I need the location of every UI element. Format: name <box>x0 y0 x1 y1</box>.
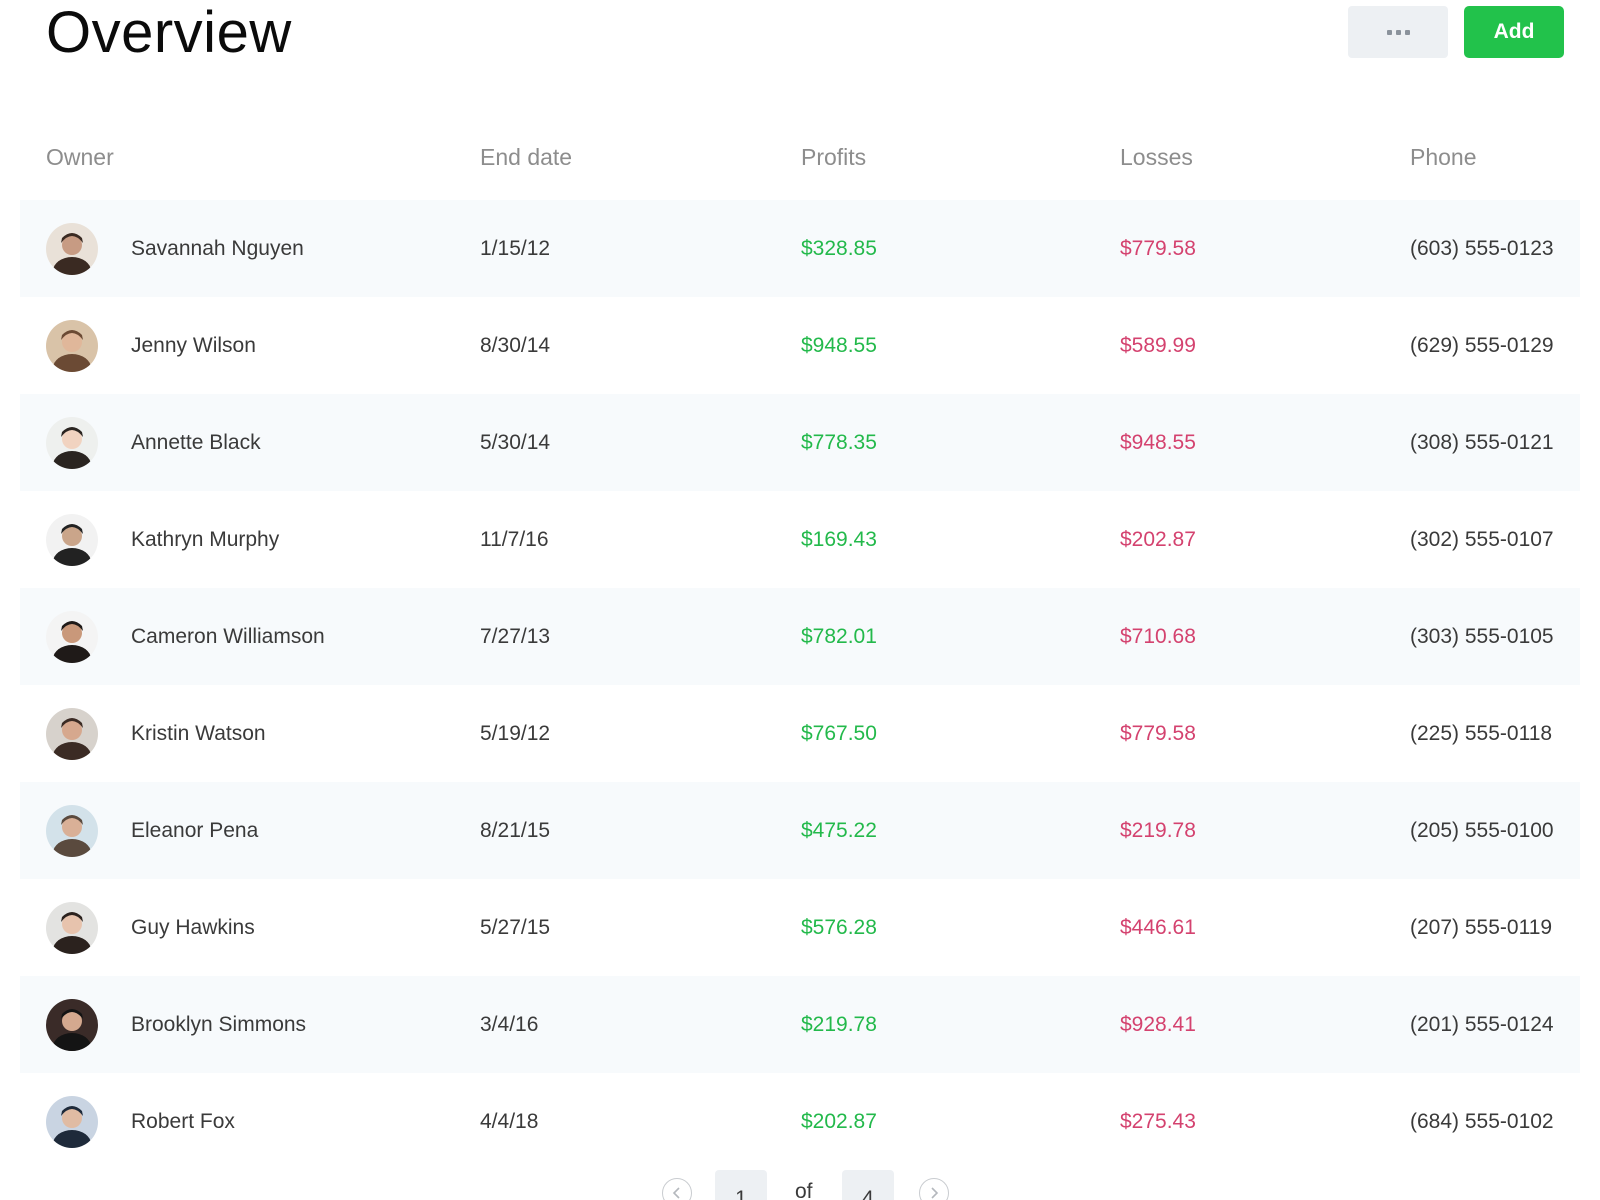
avatar <box>46 222 98 275</box>
owner-name: Eleanor Pena <box>131 818 259 842</box>
profits-value: $778.35 <box>801 430 877 454</box>
table-row[interactable]: Jenny Wilson 8/30/14 $948.55 $589.99 (629) 5… <box>20 297 1580 394</box>
column-header-profits[interactable]: Profits <box>801 144 867 170</box>
avatar <box>46 901 98 954</box>
profits-value: $202.87 <box>801 1109 877 1133</box>
column-header-phone[interactable]: Phone <box>1410 144 1477 170</box>
owners-table: Owner End date Profits Losses Phone Sava… <box>20 130 1580 1170</box>
more-options-button[interactable] <box>1348 6 1448 58</box>
owner-name: Robert Fox <box>131 1109 235 1133</box>
phone-number: (201) 555-0124 <box>1410 1012 1554 1036</box>
owner-name: Cameron Williamson <box>131 624 325 648</box>
phone-number: (629) 555-0129 <box>1410 333 1554 357</box>
column-header-losses[interactable]: Losses <box>1120 144 1193 170</box>
phone-number: (603) 555-0123 <box>1410 236 1554 260</box>
table-row[interactable]: Savannah Nguyen 1/15/12 $328.85 $779.58 (603… <box>20 200 1580 297</box>
end-date: 3/4/16 <box>480 1012 539 1036</box>
profits-value: $576.28 <box>801 915 877 939</box>
owner-name: Kathryn Murphy <box>131 527 280 551</box>
page-of-label: of <box>795 1180 813 1200</box>
ellipsis-icon <box>1386 29 1392 35</box>
owner-name: Annette Black <box>131 430 261 454</box>
phone-number: (205) 555-0100 <box>1410 818 1554 842</box>
table-body: Savannah Nguyen 1/15/12 $328.85 $779.58 (603… <box>20 200 1580 1170</box>
phone-number: (303) 555-0105 <box>1410 624 1554 648</box>
losses-value: $589.99 <box>1120 333 1196 357</box>
ellipsis-icon <box>1404 29 1410 35</box>
losses-value: $219.78 <box>1120 818 1196 842</box>
table-row[interactable]: Annette Black 5/30/14 $778.35 $948.55 (308) … <box>20 394 1580 491</box>
profits-value: $948.55 <box>801 333 877 357</box>
profits-value: $782.01 <box>801 624 877 648</box>
losses-value: $710.68 <box>1120 624 1196 648</box>
ellipsis-icon <box>1395 29 1401 35</box>
total-pages: 4 <box>842 1170 894 1200</box>
owner-name: Kristin Watson <box>131 721 266 745</box>
end-date: 5/27/15 <box>480 915 551 939</box>
owner-name: Jenny Wilson <box>131 333 256 357</box>
losses-value: $275.43 <box>1120 1109 1196 1133</box>
losses-value: $928.41 <box>1120 1012 1196 1036</box>
current-page-input[interactable]: 1 <box>715 1170 767 1200</box>
owner-name: Savannah Nguyen <box>131 236 304 260</box>
avatar <box>46 319 98 372</box>
profits-value: $169.43 <box>801 527 877 551</box>
phone-number: (207) 555-0119 <box>1410 915 1553 939</box>
chevron-right-icon <box>931 1187 939 1199</box>
losses-value: $202.87 <box>1120 527 1196 551</box>
next-page-button[interactable] <box>919 1178 949 1200</box>
avatar <box>46 416 98 469</box>
end-date: 8/30/14 <box>480 333 551 357</box>
end-date: 4/4/18 <box>480 1109 539 1133</box>
losses-value: $779.58 <box>1120 236 1196 260</box>
chevron-left-icon <box>672 1187 680 1199</box>
profits-value: $328.85 <box>801 236 877 260</box>
table-header: Owner End date Profits Losses Phone <box>20 130 1580 200</box>
profits-value: $475.22 <box>801 818 877 842</box>
add-button[interactable]: Add <box>1464 6 1564 58</box>
phone-number: (302) 555-0107 <box>1410 527 1554 551</box>
avatar <box>46 513 98 566</box>
table-row[interactable]: Guy Hawkins 5/27/15 $576.28 $446.61 (207) 55… <box>20 879 1580 976</box>
end-date: 8/21/15 <box>480 818 551 842</box>
previous-page-button[interactable] <box>662 1178 692 1200</box>
end-date: 5/30/14 <box>480 430 551 454</box>
owner-name: Guy Hawkins <box>131 915 255 939</box>
phone-number: (308) 555-0121 <box>1410 430 1554 454</box>
avatar <box>46 804 98 857</box>
table-row[interactable]: Kathryn Murphy 11/7/16 $169.43 $202.87 (302)… <box>20 491 1580 588</box>
phone-number: (225) 555-0118 <box>1410 721 1553 745</box>
phone-number: (684) 555-0102 <box>1410 1109 1554 1133</box>
end-date: 1/15/12 <box>480 236 551 260</box>
losses-value: $779.58 <box>1120 721 1196 745</box>
table-row[interactable]: Eleanor Pena 8/21/15 $475.22 $219.78 (205) 5… <box>20 782 1580 879</box>
losses-value: $446.61 <box>1120 915 1196 939</box>
column-header-end-date[interactable]: End date <box>480 144 573 170</box>
avatar <box>46 707 98 760</box>
profits-value: $219.78 <box>801 1012 877 1036</box>
page-title: Overview <box>46 0 292 65</box>
avatar <box>46 610 98 663</box>
end-date: 11/7/16 <box>480 527 549 551</box>
end-date: 5/19/12 <box>480 721 551 745</box>
table-row[interactable]: Cameron Williamson 7/27/13 $782.01 $710.68 (… <box>20 588 1580 685</box>
column-header-owner[interactable]: Owner <box>46 144 114 170</box>
pagination: 1 of 4 <box>0 1164 1600 1200</box>
owner-name: Brooklyn Simmons <box>131 1012 307 1036</box>
avatar <box>46 998 98 1051</box>
table-row[interactable]: Kristin Watson 5/19/12 $767.50 $779.58 (225)… <box>20 685 1580 782</box>
losses-value: $948.55 <box>1120 430 1196 454</box>
profits-value: $767.50 <box>801 721 877 745</box>
table-row[interactable]: Brooklyn Simmons 3/4/16 $219.78 $928.41 (201… <box>20 976 1580 1073</box>
table-row[interactable]: Robert Fox 4/4/18 $202.87 $275.43 (684) 555-… <box>20 1073 1580 1170</box>
end-date: 7/27/13 <box>480 624 551 648</box>
avatar <box>46 1095 98 1148</box>
